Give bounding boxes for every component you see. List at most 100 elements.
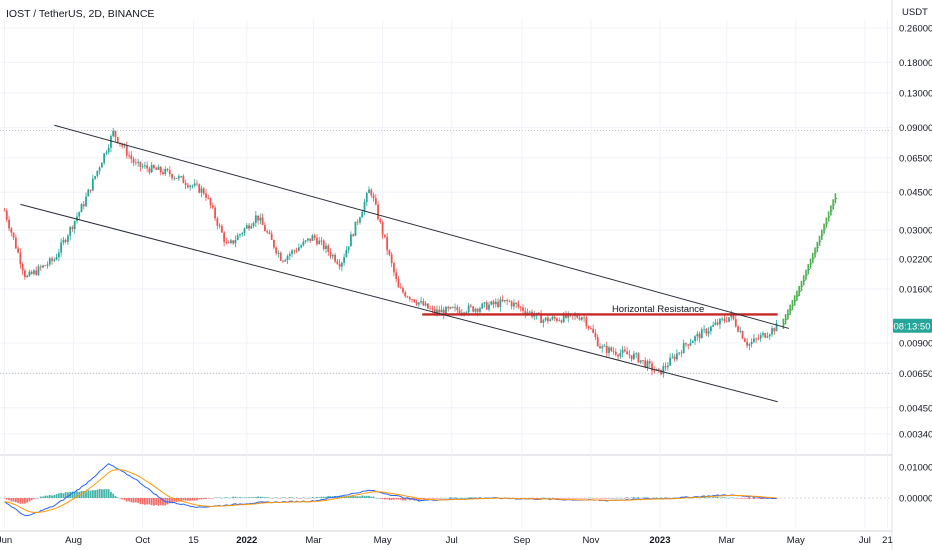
macd-histogram-bar [565,498,567,499]
candle-body [494,301,497,305]
macd-histogram-bar [55,494,58,498]
macd-histogram-bar [150,498,153,506]
macd-histogram-bar [62,493,65,498]
candle-body [402,288,404,293]
candle-body [327,245,330,252]
macd-histogram-bar [17,498,20,504]
candle-body [660,369,662,375]
macd-histogram-bar [146,498,149,505]
candle-body [642,360,644,362]
candle-body [725,320,728,322]
macd-histogram-bar [338,496,341,498]
macd-histogram-bar [386,498,389,500]
macd-histogram-bar [159,498,162,506]
candle-body [737,326,739,332]
macd-histogram-bar [232,496,235,498]
candle-body [162,172,164,175]
candle-body [415,302,418,305]
macd-histogram-bar [5,498,8,500]
macd-histogram-bar [456,497,459,499]
candle-body [187,185,189,188]
candle-body [277,252,280,254]
macd-histogram-bar [273,497,275,499]
price-tick-label: 0.00900 [899,338,932,349]
macd-histogram-bar [759,498,762,500]
macd-histogram-bar [352,495,355,498]
candle-body [755,338,758,340]
time-tick-label: Oct [135,535,150,546]
macd-histogram-bar [705,497,708,499]
macd-histogram-bar [250,497,253,498]
macd-histogram-bar [714,497,717,498]
candle-body [628,354,631,356]
price-tick-label: 0.00450 [899,403,932,414]
macd-histogram-bar [103,489,106,498]
time-tick-label: Sep [513,535,530,546]
candle-body [540,313,542,323]
macd-histogram-bar [277,498,280,499]
candle-body [560,320,563,323]
macd-histogram-bar [91,490,94,498]
candle-body [232,240,235,244]
macd-histogram-bar [171,498,173,503]
candle-body [408,297,411,300]
macd-histogram-bar [743,498,746,499]
macd-histogram-bar [390,498,393,500]
macd-histogram-bar [236,497,239,499]
macd-histogram-bar [445,497,447,499]
drawings: Horizontal Resistance [20,124,790,403]
macd-histogram-bar [560,498,563,499]
candle-body [601,346,604,349]
last-price-box [893,318,932,333]
candle-body [177,176,180,179]
macd-histogram-bar [558,498,561,499]
candle-body [146,165,149,169]
macd-histogram-bar [429,498,432,499]
macd-histogram-bar [399,498,402,500]
candle-body [168,170,171,175]
macd-histogram-bar [458,497,461,499]
candle-body [460,312,463,314]
macd-histogram-bar [393,498,395,500]
macd-histogram-bar [182,498,185,501]
macd-histogram-bar [589,497,592,499]
candle-body [175,177,178,179]
macd-histogram-bar [71,491,74,498]
candle-body [198,184,201,193]
macd-histogram-bar [587,497,590,499]
macd-histogram-bar [721,497,724,498]
candle-body [24,270,26,278]
macd-histogram-bar [762,498,764,499]
candle-body [576,315,579,318]
price-tick-label: 0.26000 [899,24,932,35]
candle-body [714,322,717,325]
macd-histogram-bar [318,497,321,498]
candle-body [732,313,735,320]
candle-body [533,315,536,317]
price-tick-label: 0.00650 [899,369,932,380]
macd-histogram-bar [200,498,203,500]
price-tick-label: 0.13000 [899,88,932,99]
candle-body [227,242,230,244]
macd-histogram-bar [415,498,418,500]
macd-histogram-bar [119,498,121,499]
candle-body [132,159,135,163]
macd-histogram-bar [153,498,155,506]
candle-body [309,238,312,241]
candle-body [510,301,513,307]
macd-histogram-bar [644,497,647,498]
macd-histogram-bar [712,497,715,498]
macd-histogram-bar [350,495,352,498]
candle-body [123,145,126,147]
candle-body [137,161,140,163]
candle-body [159,166,162,173]
macd-histogram-bar [431,498,434,499]
time-tick-label: May [374,535,392,546]
candle-body [107,147,110,153]
macd-histogram-bar [134,498,137,503]
macd-histogram-bar [596,498,599,499]
candle-body [191,185,194,187]
candle-body [243,228,246,234]
price-tick-label: 0.00340 [899,430,932,441]
